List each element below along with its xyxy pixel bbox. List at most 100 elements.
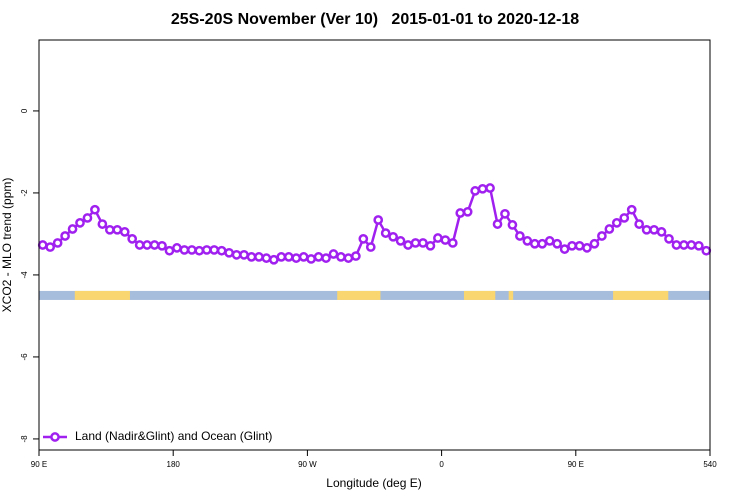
point: [604, 224, 615, 234]
y-tick-label: -2: [20, 189, 29, 197]
point: [239, 249, 249, 260]
land-segment: [463, 290, 496, 300]
point: [254, 252, 264, 262]
point: [97, 219, 108, 229]
point: [619, 213, 630, 223]
point: [298, 252, 309, 262]
point: [433, 233, 443, 243]
y-tick-label: 0: [20, 108, 29, 113]
point: [440, 235, 451, 245]
land-segment: [613, 290, 669, 300]
land-segment: [74, 290, 130, 300]
point: [90, 204, 100, 215]
point: [112, 224, 123, 235]
point: [447, 238, 458, 248]
x-tick-label: 540: [703, 460, 717, 469]
point: [321, 253, 331, 263]
point: [611, 218, 622, 228]
point: [515, 231, 525, 241]
point: [544, 236, 555, 246]
point: [351, 251, 361, 261]
x-axis-label: Longitude (deg E): [326, 476, 421, 490]
point: [522, 236, 533, 246]
point: [75, 218, 85, 228]
point: [164, 245, 175, 256]
point: [507, 220, 518, 230]
point: [567, 240, 577, 251]
point: [664, 234, 674, 244]
point: [201, 245, 212, 255]
point: [365, 242, 376, 252]
point: [313, 252, 324, 262]
point: [231, 249, 242, 260]
point: [67, 224, 78, 234]
point: [306, 254, 316, 264]
x-tick-label: 0: [439, 460, 444, 469]
point: [246, 252, 257, 262]
point: [626, 204, 637, 215]
land-segment: [508, 290, 514, 300]
point: [455, 208, 466, 218]
point: [686, 240, 697, 250]
point: [283, 252, 294, 262]
point: [477, 183, 488, 194]
x-tick-label: 90 E: [31, 460, 47, 469]
point: [671, 240, 682, 250]
legend-label: Land (Nadir&Glint) and Ocean (Glint): [75, 429, 272, 443]
point: [179, 245, 190, 255]
point: [380, 228, 391, 238]
point: [52, 238, 63, 248]
chart-title: 25S-20S November (Ver 10) 2015-01-01 to …: [171, 11, 579, 28]
point: [37, 240, 48, 250]
point: [343, 253, 354, 263]
point: [634, 219, 645, 229]
point: [529, 238, 540, 249]
y-tick-label: -6: [20, 353, 29, 361]
point: [582, 243, 592, 253]
y-axis-label: XCO2 - MLO trend (ppm): [0, 178, 14, 313]
point: [172, 243, 182, 253]
point: [589, 238, 600, 249]
point: [425, 240, 436, 251]
y-tick-label: -8: [20, 435, 29, 443]
x-tick-label: 90 E: [568, 460, 584, 469]
point: [537, 238, 548, 249]
point: [679, 240, 689, 250]
point: [701, 245, 712, 256]
point: [261, 253, 272, 263]
point: [656, 227, 667, 237]
point: [224, 247, 234, 258]
point: [186, 245, 197, 255]
point: [649, 224, 659, 235]
point: [574, 240, 585, 251]
point: [336, 252, 346, 262]
point: [291, 253, 302, 263]
point: [216, 245, 227, 256]
point: [127, 234, 138, 244]
point: [559, 244, 570, 254]
x-tick-label: 180: [167, 460, 181, 469]
point: [552, 238, 563, 249]
point: [500, 208, 510, 219]
point: [194, 245, 205, 256]
point: [373, 215, 384, 225]
point: [60, 231, 70, 241]
legend-marker: [50, 432, 60, 442]
point: [410, 238, 421, 248]
point: [485, 183, 495, 193]
x-tick-label: 90 W: [298, 460, 317, 469]
point: [470, 186, 480, 196]
point: [276, 252, 287, 262]
point: [403, 240, 413, 250]
point: [693, 240, 704, 251]
y-tick-label: -4: [20, 271, 29, 279]
point: [134, 240, 145, 250]
point: [45, 242, 56, 252]
point: [119, 227, 130, 237]
point: [492, 219, 503, 229]
point: [641, 224, 652, 235]
point: [358, 234, 369, 244]
land-segment: [337, 290, 381, 300]
point: [142, 240, 152, 250]
